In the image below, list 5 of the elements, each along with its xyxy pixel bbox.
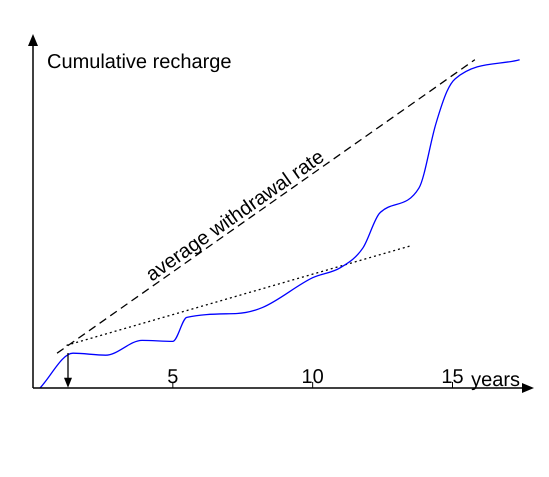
- x-tick-label: 15: [441, 366, 464, 388]
- x-tick-label: 10: [302, 366, 324, 388]
- y-axis-title: Cumulative recharge: [47, 51, 232, 73]
- x-axis-title: years: [471, 369, 520, 391]
- x-tick-label: 5: [167, 366, 178, 388]
